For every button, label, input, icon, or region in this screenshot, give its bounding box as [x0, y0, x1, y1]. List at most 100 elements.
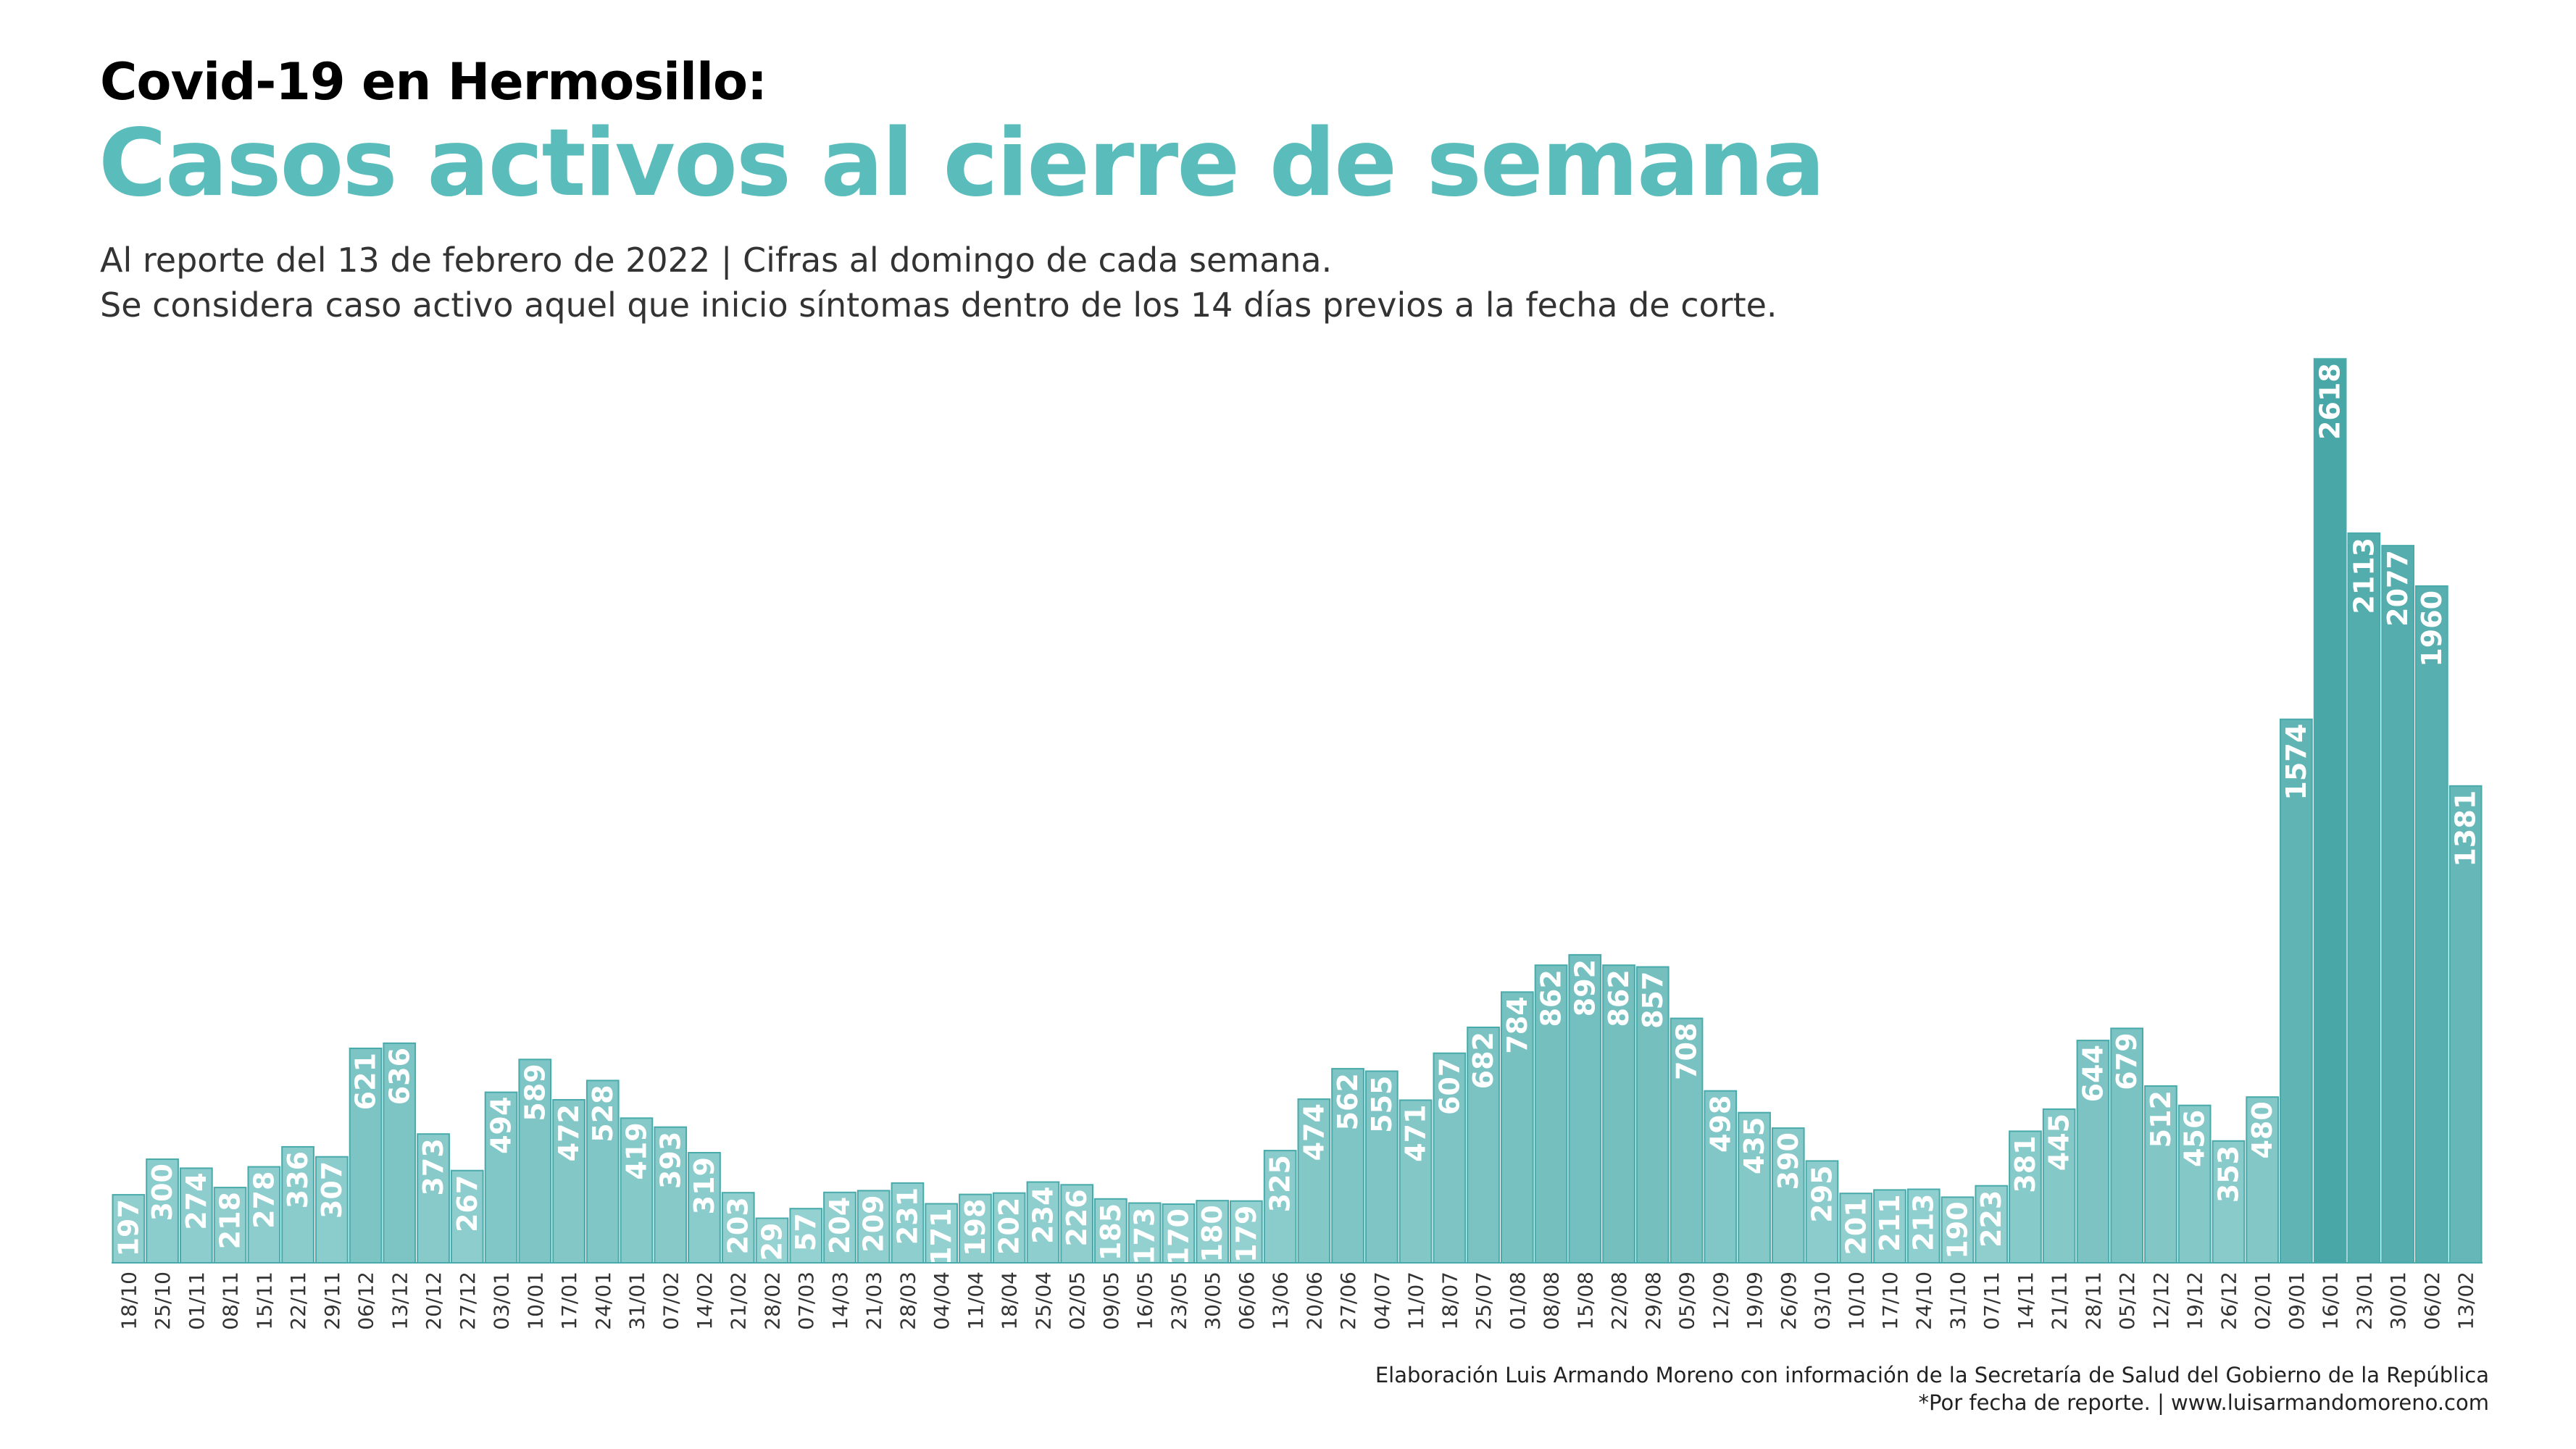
bar-value-label: 267: [451, 1175, 483, 1232]
bar-25/10: [146, 1158, 179, 1264]
x-tick-label: 02/01: [2251, 1271, 2275, 1330]
bar-value-label: 231: [892, 1187, 924, 1245]
bar-02/01: [2246, 1096, 2280, 1264]
x-tick-label: 03/01: [490, 1271, 514, 1330]
bar-value-label: 512: [2145, 1090, 2177, 1148]
bar-value-label: 494: [485, 1097, 517, 1154]
bar-22/08: [1602, 964, 1635, 1264]
bar-17/10: [1873, 1189, 1906, 1264]
x-tick-label: 03/10: [1811, 1271, 1835, 1330]
x-tick-label: 12/12: [2149, 1271, 2173, 1330]
source-note: *Por fecha de reporte. | www.luisarmando…: [1918, 1390, 2489, 1415]
bar-value-label: 295: [1806, 1165, 1838, 1222]
bar-value-label: 213: [1908, 1194, 1940, 1251]
bar-13/06: [1263, 1150, 1297, 1264]
x-tick-label: 18/10: [117, 1271, 141, 1330]
bar-value-label: 204: [824, 1197, 856, 1254]
bar-03/10: [1805, 1160, 1839, 1264]
bar-value-label: 234: [1027, 1187, 1059, 1244]
x-tick-label: 27/12: [456, 1271, 480, 1330]
bar-18/04: [992, 1192, 1026, 1264]
bar-05/12: [2110, 1027, 2144, 1264]
x-tick-label: 07/02: [659, 1271, 683, 1330]
chart-headline: Casos activos al cierre de semana: [99, 109, 1825, 217]
bar-11/07: [1399, 1099, 1433, 1264]
bar-31/10: [1941, 1196, 1975, 1264]
bar-value-label: 784: [1501, 996, 1533, 1053]
bar-value-label: 589: [519, 1064, 551, 1121]
bar-21/02: [721, 1192, 755, 1264]
x-tick-label: 22/08: [1607, 1271, 1631, 1330]
bar-value-label: 1960: [2416, 590, 2448, 667]
bar-07/11: [1975, 1185, 2009, 1264]
x-tick-label: 14/02: [693, 1271, 717, 1330]
bar-value-label: 555: [1366, 1076, 1398, 1133]
bar-value-label: 353: [2212, 1145, 2244, 1203]
x-tick-label: 27/06: [1336, 1271, 1360, 1330]
bar-value-label: 171: [925, 1208, 957, 1266]
bar-value-label: 471: [1400, 1105, 1432, 1162]
bar-value-label: 203: [722, 1197, 754, 1254]
bar-14/11: [2009, 1130, 2042, 1264]
bar-13/02: [2448, 785, 2483, 1264]
x-tick-label: 30/01: [2386, 1271, 2410, 1330]
x-tick-label: 31/01: [625, 1271, 649, 1330]
x-tick-label: 20/06: [1302, 1271, 1326, 1330]
x-tick-label: 17/01: [557, 1271, 581, 1330]
x-tick-label: 05/09: [1675, 1271, 1699, 1330]
bar-value-label: 892: [1569, 959, 1601, 1016]
bar-value-label: 226: [1061, 1189, 1093, 1246]
bar-19/09: [1738, 1111, 1771, 1264]
bar-value-label: 180: [1196, 1205, 1228, 1262]
bar-value-label: 2113: [2348, 538, 2380, 614]
x-tick-label: 28/03: [896, 1271, 920, 1330]
bar-13/12: [383, 1042, 417, 1264]
bar-20/06: [1297, 1098, 1331, 1264]
x-tick-label: 25/07: [1472, 1271, 1496, 1330]
x-tick-label: 14/03: [828, 1271, 852, 1330]
x-tick-label: 05/12: [2115, 1271, 2139, 1330]
x-tick-label: 13/02: [2454, 1271, 2478, 1330]
bar-21/03: [856, 1190, 891, 1264]
bar-30/05: [1196, 1200, 1230, 1264]
bar-value-label: 373: [417, 1138, 449, 1195]
bar-value-label: 1381: [2450, 790, 2482, 867]
chart-title: Covid-19 en Hermosillo:: [100, 52, 767, 112]
bar-06/02: [2415, 585, 2448, 1264]
bar-value-label: 474: [1298, 1103, 1330, 1161]
bar-value-label: 1574: [2280, 724, 2312, 801]
bar-value-label: 325: [1264, 1155, 1296, 1212]
bar-value-label: 170: [1162, 1208, 1194, 1266]
bar-30/01: [2381, 545, 2415, 1264]
bar-12/12: [2144, 1085, 2177, 1264]
bar-04/07: [1365, 1070, 1399, 1264]
bar-value-label: 179: [1230, 1206, 1262, 1263]
bar-value-label: 857: [1637, 972, 1669, 1029]
bar-value-label: 209: [858, 1195, 890, 1252]
bar-value-label: 445: [2043, 1114, 2075, 1171]
x-tick-label: 13/06: [1269, 1271, 1293, 1330]
bar-value-label: 607: [1433, 1058, 1465, 1115]
bar-09/01: [2280, 718, 2313, 1264]
bar-value-label: 562: [1332, 1073, 1364, 1130]
x-tick-label: 07/03: [794, 1271, 818, 1330]
bar-value-label: 679: [2111, 1032, 2143, 1090]
x-tick-label: 17/10: [1878, 1271, 1902, 1330]
x-tick-label: 10/10: [1844, 1271, 1868, 1330]
bar-20/12: [417, 1133, 450, 1264]
x-tick-label: 23/05: [1167, 1271, 1191, 1330]
x-tick-label: 06/06: [1235, 1271, 1259, 1330]
x-tick-label: 11/07: [1404, 1271, 1428, 1330]
bar-value-label: 682: [1467, 1032, 1499, 1089]
x-tick-label: 18/04: [998, 1271, 1022, 1330]
x-tick-label: 09/01: [2285, 1271, 2309, 1330]
x-tick-label: 14/11: [2014, 1271, 2038, 1330]
bar-value-label: 419: [621, 1122, 653, 1179]
bar-value-label: 278: [248, 1172, 280, 1229]
bar-value-label: 190: [1942, 1201, 1974, 1258]
x-tick-label: 26/12: [2217, 1271, 2241, 1330]
bar-value-label: 218: [214, 1192, 246, 1249]
x-tick-label: 15/11: [252, 1271, 276, 1330]
x-tick-label: 19/09: [1743, 1271, 1767, 1330]
bar-value-label: 202: [993, 1198, 1025, 1255]
